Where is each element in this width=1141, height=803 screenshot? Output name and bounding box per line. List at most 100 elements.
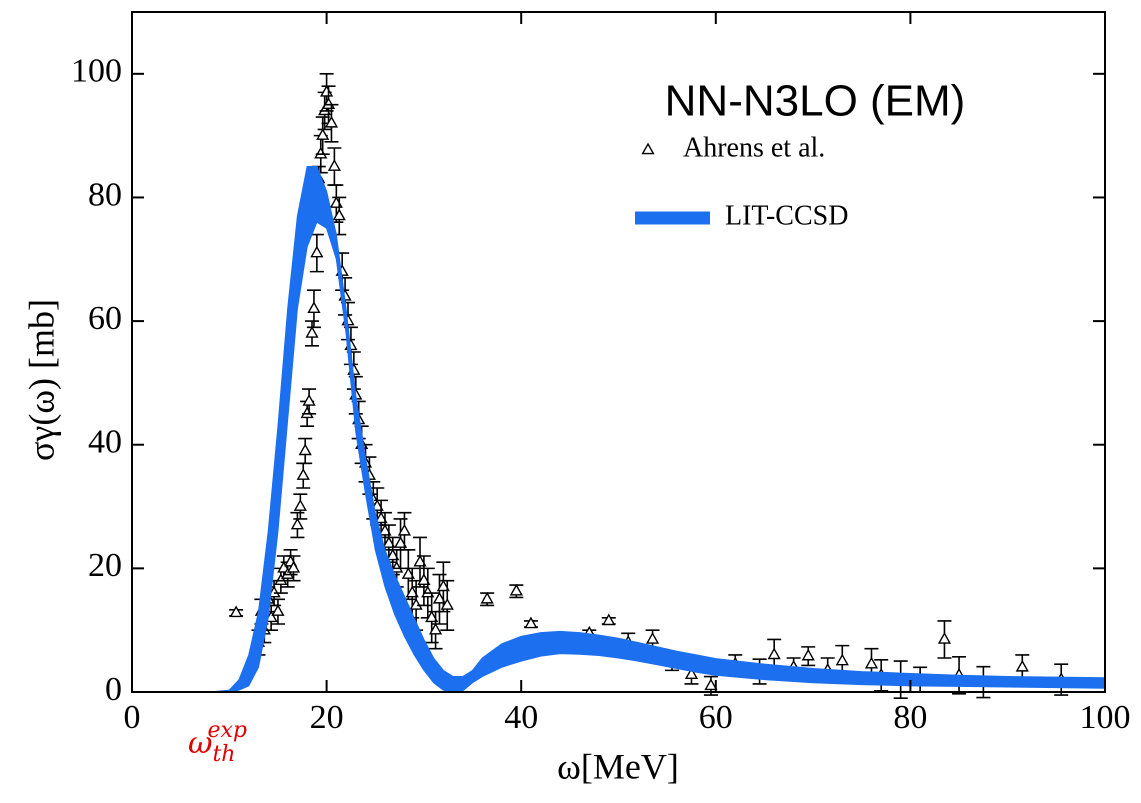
data-point	[306, 289, 321, 329]
marker	[767, 647, 781, 660]
x-tick-label: 20	[310, 699, 344, 736]
marker	[310, 245, 324, 258]
marker	[801, 648, 815, 661]
y-tick-label: 20	[88, 547, 122, 584]
marker	[307, 301, 321, 314]
marker	[324, 115, 339, 128]
marker	[300, 406, 314, 419]
data-point	[601, 613, 616, 626]
marker	[290, 517, 305, 530]
data-point	[298, 437, 313, 465]
marker	[409, 598, 423, 610]
marker	[298, 443, 312, 456]
marker	[327, 159, 341, 171]
marker	[401, 567, 415, 579]
marker	[645, 632, 660, 644]
y-axis-label: σγ(ω) [mb]	[21, 299, 61, 461]
marker	[413, 554, 427, 567]
data-point	[290, 511, 305, 539]
data-point	[286, 555, 301, 582]
data-point	[393, 518, 408, 570]
data-point	[315, 116, 330, 155]
data-point	[302, 388, 317, 415]
marker	[425, 610, 439, 623]
data-point	[324, 103, 339, 143]
data-point	[229, 605, 244, 618]
marker	[602, 613, 616, 626]
marker	[937, 632, 952, 644]
marker	[421, 585, 435, 598]
legend-marker	[641, 142, 655, 155]
marker	[704, 678, 718, 691]
annotation-symbol: ω	[188, 726, 212, 761]
marker	[432, 591, 447, 604]
marker	[305, 326, 319, 338]
y-tick-label: 60	[88, 300, 122, 337]
data-point	[305, 320, 320, 347]
plot-frame	[131, 11, 1106, 693]
legend-label: LIT-CCSD	[725, 200, 848, 231]
marker	[293, 499, 307, 511]
marker	[440, 598, 454, 610]
x-tick-label: 100	[1080, 699, 1131, 736]
marker	[386, 548, 400, 561]
band	[209, 166, 1106, 693]
x-tick-label: 40	[504, 699, 538, 736]
marker	[436, 579, 450, 592]
data-point	[937, 620, 952, 659]
marker	[480, 591, 494, 604]
marker	[393, 536, 408, 548]
marker	[296, 468, 310, 480]
marker	[524, 616, 538, 629]
marker	[684, 667, 699, 679]
data-point	[523, 616, 538, 629]
marker	[320, 84, 334, 97]
marker	[864, 656, 879, 669]
marker	[271, 604, 285, 616]
data-point	[509, 583, 524, 599]
x-axis-label: ω[MeV]	[557, 746, 679, 786]
marker	[286, 560, 301, 573]
x-tick-label: 80	[893, 699, 927, 736]
marker	[329, 196, 343, 208]
marker	[378, 523, 392, 536]
marker	[229, 605, 243, 618]
legend-label: Ahrens et al.	[683, 132, 825, 163]
data-point	[440, 579, 455, 631]
marker	[332, 208, 346, 221]
marker	[509, 583, 523, 596]
data-point	[432, 573, 447, 625]
y-tick-label: 0	[105, 671, 122, 708]
x-tick-label: 0	[124, 699, 141, 736]
marker	[835, 653, 849, 666]
marker	[1015, 659, 1029, 672]
y-tick-label: 80	[88, 176, 122, 213]
data-point	[801, 646, 816, 667]
data-point	[293, 493, 308, 520]
threshold-annotation: ωthexp	[188, 718, 247, 767]
marker	[405, 585, 419, 598]
data-point	[296, 462, 311, 489]
annotation-sup: exp	[207, 718, 247, 743]
data-point	[270, 598, 285, 625]
x-tick-label: 60	[699, 699, 733, 736]
marker	[397, 523, 412, 536]
chart-title: NN-N3LO (EM)	[665, 77, 966, 126]
marker	[417, 573, 431, 586]
annotation-sub: th	[212, 742, 235, 767]
data-point	[1015, 654, 1030, 681]
marker	[314, 146, 328, 159]
data-point	[327, 147, 342, 186]
marker	[302, 394, 316, 406]
marker	[374, 511, 388, 524]
marker	[382, 536, 396, 548]
marker	[390, 560, 404, 573]
data-point	[480, 591, 495, 607]
y-tick-label: 100	[71, 53, 122, 90]
marker	[428, 622, 443, 635]
y-tick-label: 40	[88, 424, 122, 461]
marker	[316, 128, 330, 140]
data-point	[309, 233, 324, 273]
